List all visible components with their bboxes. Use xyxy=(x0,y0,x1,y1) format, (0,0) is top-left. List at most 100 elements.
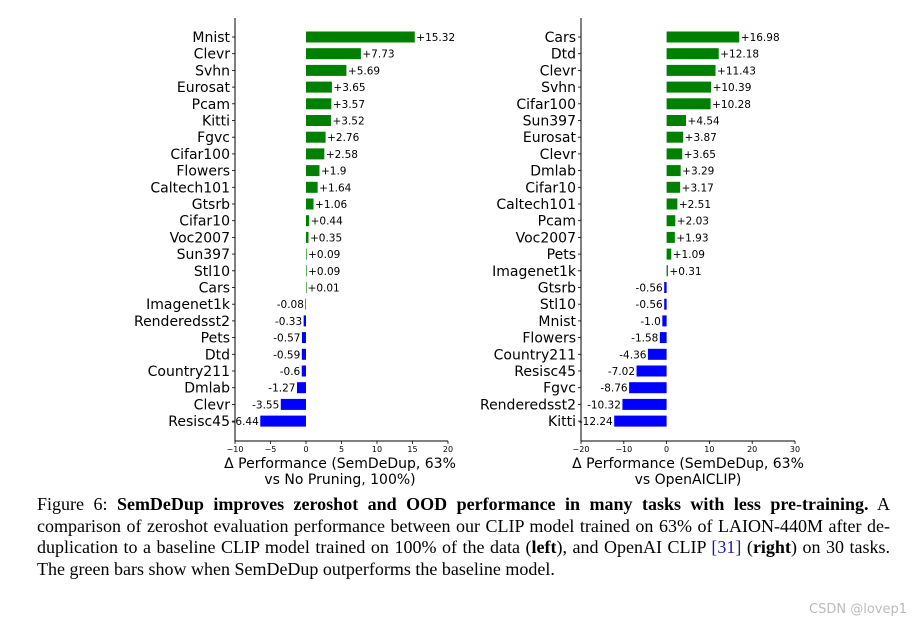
chart2-category-label: Cifar10 xyxy=(525,180,576,196)
chart1-data-label: +1.64 xyxy=(319,182,351,194)
chart1-data-label: +0.09 xyxy=(308,266,340,278)
chart1-x-tick-label: 15 xyxy=(407,445,417,454)
chart2-data-label: -0.56 xyxy=(636,299,663,311)
bar-charts: −10 −5 0 5 10 15 20 Mnist +15.32 Clevr +7.73 Svhn +5… xyxy=(134,18,804,488)
chart2-category-label: Clevr xyxy=(540,63,577,79)
chart1-bar xyxy=(303,315,306,327)
chart1-category-label: Clevr xyxy=(194,397,231,413)
caption-prefix: Figure 6: xyxy=(37,494,117,514)
chart2-bar xyxy=(636,365,667,377)
chart2-bar xyxy=(666,198,678,210)
citation-link[interactable]: [31] xyxy=(711,537,742,557)
chart1-bar xyxy=(306,165,320,177)
chart1-data-label: +0.44 xyxy=(311,216,343,228)
chart2-data-label: +10.28 xyxy=(712,99,751,111)
chart2-data-label: +11.43 xyxy=(717,65,756,77)
chart1-x-tick-label: −5 xyxy=(265,445,277,454)
chart1-data-label: -0.6 xyxy=(280,366,301,378)
chart2-bar xyxy=(666,98,711,110)
chart2-category-label: Gtsrb xyxy=(538,281,576,297)
chart2-bar xyxy=(666,148,683,160)
chart2-data-label: +16.98 xyxy=(741,32,780,44)
chart1-bar xyxy=(296,382,306,394)
chart2-data-label: -0.56 xyxy=(636,283,663,295)
chart1-bar xyxy=(306,248,307,260)
chart1-data-label: -6.44 xyxy=(232,416,259,428)
chart1-data-label: +1.9 xyxy=(321,166,347,178)
chart1-data-label: +15.32 xyxy=(416,32,455,44)
chart2-x-tick-label: 0 xyxy=(664,445,669,454)
chart2-data-label: +10.39 xyxy=(713,82,752,94)
chart1-data-label: +0.01 xyxy=(308,283,340,295)
chart1-data-label: -0.57 xyxy=(273,333,300,345)
chart1-x-tick-label: −10 xyxy=(227,445,244,454)
chart2-bar xyxy=(666,115,687,126)
chart1-bar xyxy=(306,115,331,126)
chart2-bar xyxy=(666,181,681,193)
chart2-category-label: Resisc45 xyxy=(514,364,576,380)
chart2-data-label: -12.24 xyxy=(579,416,613,428)
chart1-bar xyxy=(306,215,310,227)
chart1-category-label: Clevr xyxy=(194,47,231,63)
chart2-data-label: -10.32 xyxy=(587,399,621,411)
chart1-bar xyxy=(306,148,325,160)
chart2-x-axis-label: vs OpenAICLIP) xyxy=(635,472,742,488)
chart1-data-label: -0.33 xyxy=(275,316,302,328)
chart2-category-label: Fgvc xyxy=(543,381,576,397)
chart2-category-label: Caltech101 xyxy=(496,197,576,213)
chart2-data-label: +2.03 xyxy=(677,216,709,228)
chart1-bar xyxy=(305,298,307,310)
chart1-category-label: Cars xyxy=(199,281,230,297)
chart2-bar xyxy=(662,315,667,327)
chart1-category-label: Pcam xyxy=(192,97,230,113)
chart2-x-tick-label: 30 xyxy=(790,445,800,454)
chart1-data-label: +2.76 xyxy=(327,132,359,144)
chart1-x-tick-label: 0 xyxy=(303,445,308,454)
chart1-bar xyxy=(306,64,347,76)
chart1-category-label: Resisc45 xyxy=(168,414,230,430)
chart2-data-label: -4.36 xyxy=(619,349,646,361)
chart2-category-label: Svhn xyxy=(541,80,576,96)
chart1-data-label: +7.73 xyxy=(362,49,394,61)
chart2-bar xyxy=(666,231,675,243)
chart1-data-label: -1.27 xyxy=(268,383,295,395)
chart2-category-label: Voc2007 xyxy=(516,230,576,246)
chart1-category-label: Cifar10 xyxy=(179,214,230,230)
chart1-category-label: Fgvc xyxy=(197,130,230,146)
chart1-category-label: Sun397 xyxy=(177,247,230,263)
chart2-category-label: Renderedsst2 xyxy=(480,397,576,413)
chart1-category-label: Stl10 xyxy=(194,264,230,280)
chart2-category-label: Cifar100 xyxy=(516,97,576,113)
chart2-category-label: Pcam xyxy=(538,214,576,230)
chart2-bar xyxy=(666,31,740,43)
chart2-bar xyxy=(614,415,667,427)
chart2-category-label: Eurosat xyxy=(523,130,577,146)
chart1-bar xyxy=(306,265,307,277)
chart2-bar xyxy=(666,64,716,76)
chart2-category-label: Sun397 xyxy=(523,114,576,130)
chart1-category-label: Pets xyxy=(201,331,230,347)
chart2-category-label: Flowers xyxy=(522,331,576,347)
chart2-data-label: +1.09 xyxy=(673,249,705,261)
chart1-bar xyxy=(306,282,307,293)
chart1-category-label: Renderedsst2 xyxy=(134,314,230,330)
chart1-category-label: Kitti xyxy=(202,114,230,130)
chart1-bar xyxy=(280,398,306,410)
chart2-x-tick-label: 20 xyxy=(747,445,757,454)
chart2-category-label: Dmlab xyxy=(530,164,576,180)
chart2-bar xyxy=(666,215,676,227)
chart2-bar xyxy=(659,332,667,344)
chart1-data-label: -0.59 xyxy=(273,349,300,361)
chart1-data-label: +3.52 xyxy=(332,116,364,128)
chart2-category-label: Dtd xyxy=(551,47,576,63)
chart2-bar xyxy=(666,131,684,143)
caption-text: ( xyxy=(741,537,753,557)
chart1-x-tick-label: 10 xyxy=(372,445,382,454)
chart1-bar xyxy=(306,31,415,43)
chart1-bar xyxy=(306,198,314,210)
chart1-data-label: +1.06 xyxy=(315,199,347,211)
chart1-bar xyxy=(306,48,361,60)
chart1-data-label: +5.69 xyxy=(348,65,380,77)
chart2-category-label: Imagenet1k xyxy=(492,264,577,280)
